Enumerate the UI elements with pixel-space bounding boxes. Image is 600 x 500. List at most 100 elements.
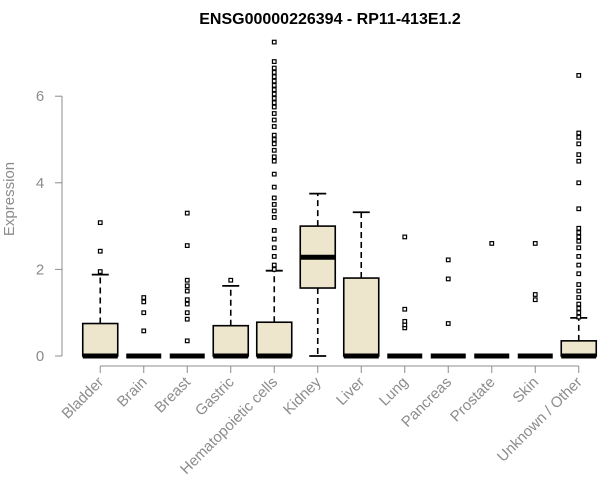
outlier-point — [141, 328, 147, 334]
outlier-point — [271, 137, 277, 142]
box — [342, 277, 380, 357]
outlier-point — [184, 210, 190, 216]
box-group — [342, 211, 380, 359]
outlier-point — [184, 310, 190, 316]
x-tick-label: Bladder — [58, 374, 107, 423]
outlier-point — [489, 241, 495, 246]
outlier-point — [184, 316, 190, 322]
outlier-point — [271, 236, 277, 242]
outlier-point — [271, 91, 277, 97]
outlier-point — [576, 73, 582, 78]
outlier-point — [141, 299, 147, 305]
box-group — [212, 277, 250, 359]
outlier-point — [271, 82, 277, 88]
x-tick-label: Lung — [376, 374, 412, 410]
outlier-point — [576, 310, 582, 316]
outlier-point — [141, 295, 147, 300]
outlier-point — [184, 297, 190, 303]
outlier-point — [271, 69, 277, 75]
outlier-point — [532, 297, 538, 303]
outlier-point — [576, 206, 582, 212]
outlier-point — [271, 141, 277, 147]
x-tick-label: Brain — [114, 374, 151, 411]
outlier-point — [271, 171, 277, 177]
outlier-point — [576, 130, 582, 136]
outlier-point — [271, 104, 277, 110]
outlier-point — [271, 215, 277, 220]
y-tick-label: 0 — [36, 348, 44, 365]
box-group — [430, 257, 466, 359]
outlier-point — [576, 295, 582, 300]
outlier-point — [576, 152, 582, 158]
box — [255, 321, 293, 357]
outlier-point — [271, 100, 277, 106]
outlier-point — [576, 301, 582, 307]
outlier-point — [271, 78, 277, 84]
box-group — [255, 39, 293, 359]
outlier-point — [445, 276, 451, 282]
outlier-point — [576, 262, 582, 268]
box-group — [517, 241, 553, 359]
outlier-point — [184, 277, 190, 283]
outlier-point — [271, 184, 277, 190]
outlier-point — [97, 220, 103, 226]
y-tick-label: 6 — [36, 88, 44, 105]
outlier-point — [184, 243, 190, 248]
chart-title: ENSG00000226394 - RP11-413E1.2 — [199, 11, 461, 28]
outlier-point — [576, 271, 582, 277]
outlier-point — [228, 277, 234, 283]
outlier-point — [271, 202, 277, 207]
outlier-point — [271, 74, 277, 80]
y-tick-label: 4 — [36, 175, 44, 192]
outlier-point — [576, 230, 582, 235]
outlier-point — [184, 338, 190, 344]
outlier-point — [271, 254, 277, 259]
box-group — [387, 234, 423, 359]
outlier-point — [271, 39, 277, 45]
x-tick-label: Breast — [151, 373, 194, 416]
outlier-point — [271, 195, 277, 201]
x-tick-label: Prostate — [447, 374, 499, 426]
outlier-point — [271, 65, 277, 71]
outlier-point — [532, 292, 538, 297]
box-group — [126, 295, 162, 359]
outlier-point — [271, 245, 277, 251]
outlier-point — [576, 134, 582, 140]
outlier-point — [97, 269, 103, 274]
outlier-point — [271, 132, 277, 138]
outlier-point — [576, 141, 582, 147]
outlier-point — [445, 257, 451, 263]
outlier-point — [576, 238, 582, 244]
outlier-point — [445, 321, 451, 326]
outlier-point — [576, 254, 582, 259]
outlier-point — [402, 318, 408, 324]
outlier-point — [402, 234, 408, 240]
outlier-point — [141, 310, 147, 316]
outlier-point — [97, 248, 103, 254]
outlier-point — [271, 87, 277, 93]
outlier-point — [271, 262, 277, 268]
box-group — [169, 210, 205, 359]
outlier-point — [532, 241, 538, 246]
outlier-point — [576, 314, 582, 320]
box-group — [474, 241, 510, 359]
outlier-point — [576, 225, 582, 231]
outlier-point — [576, 288, 582, 294]
outlier-point — [576, 180, 582, 186]
x-tick-label: Skin — [509, 374, 542, 407]
plot-area — [81, 39, 598, 359]
outlier-point — [271, 154, 277, 160]
box-group — [299, 192, 337, 357]
outlier-point — [271, 147, 277, 153]
outlier-point — [271, 95, 277, 101]
y-axis-label: Expression — [1, 162, 18, 236]
box — [81, 322, 119, 357]
outlier-point — [271, 59, 277, 64]
box — [212, 324, 250, 357]
outlier-point — [576, 234, 582, 240]
outlier-point — [271, 267, 277, 272]
y-tick-label: 2 — [36, 261, 44, 278]
outlier-point — [271, 117, 277, 123]
outlier-point — [184, 283, 190, 289]
